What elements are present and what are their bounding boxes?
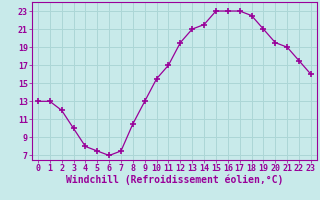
X-axis label: Windchill (Refroidissement éolien,°C): Windchill (Refroidissement éolien,°C) [66, 175, 283, 185]
